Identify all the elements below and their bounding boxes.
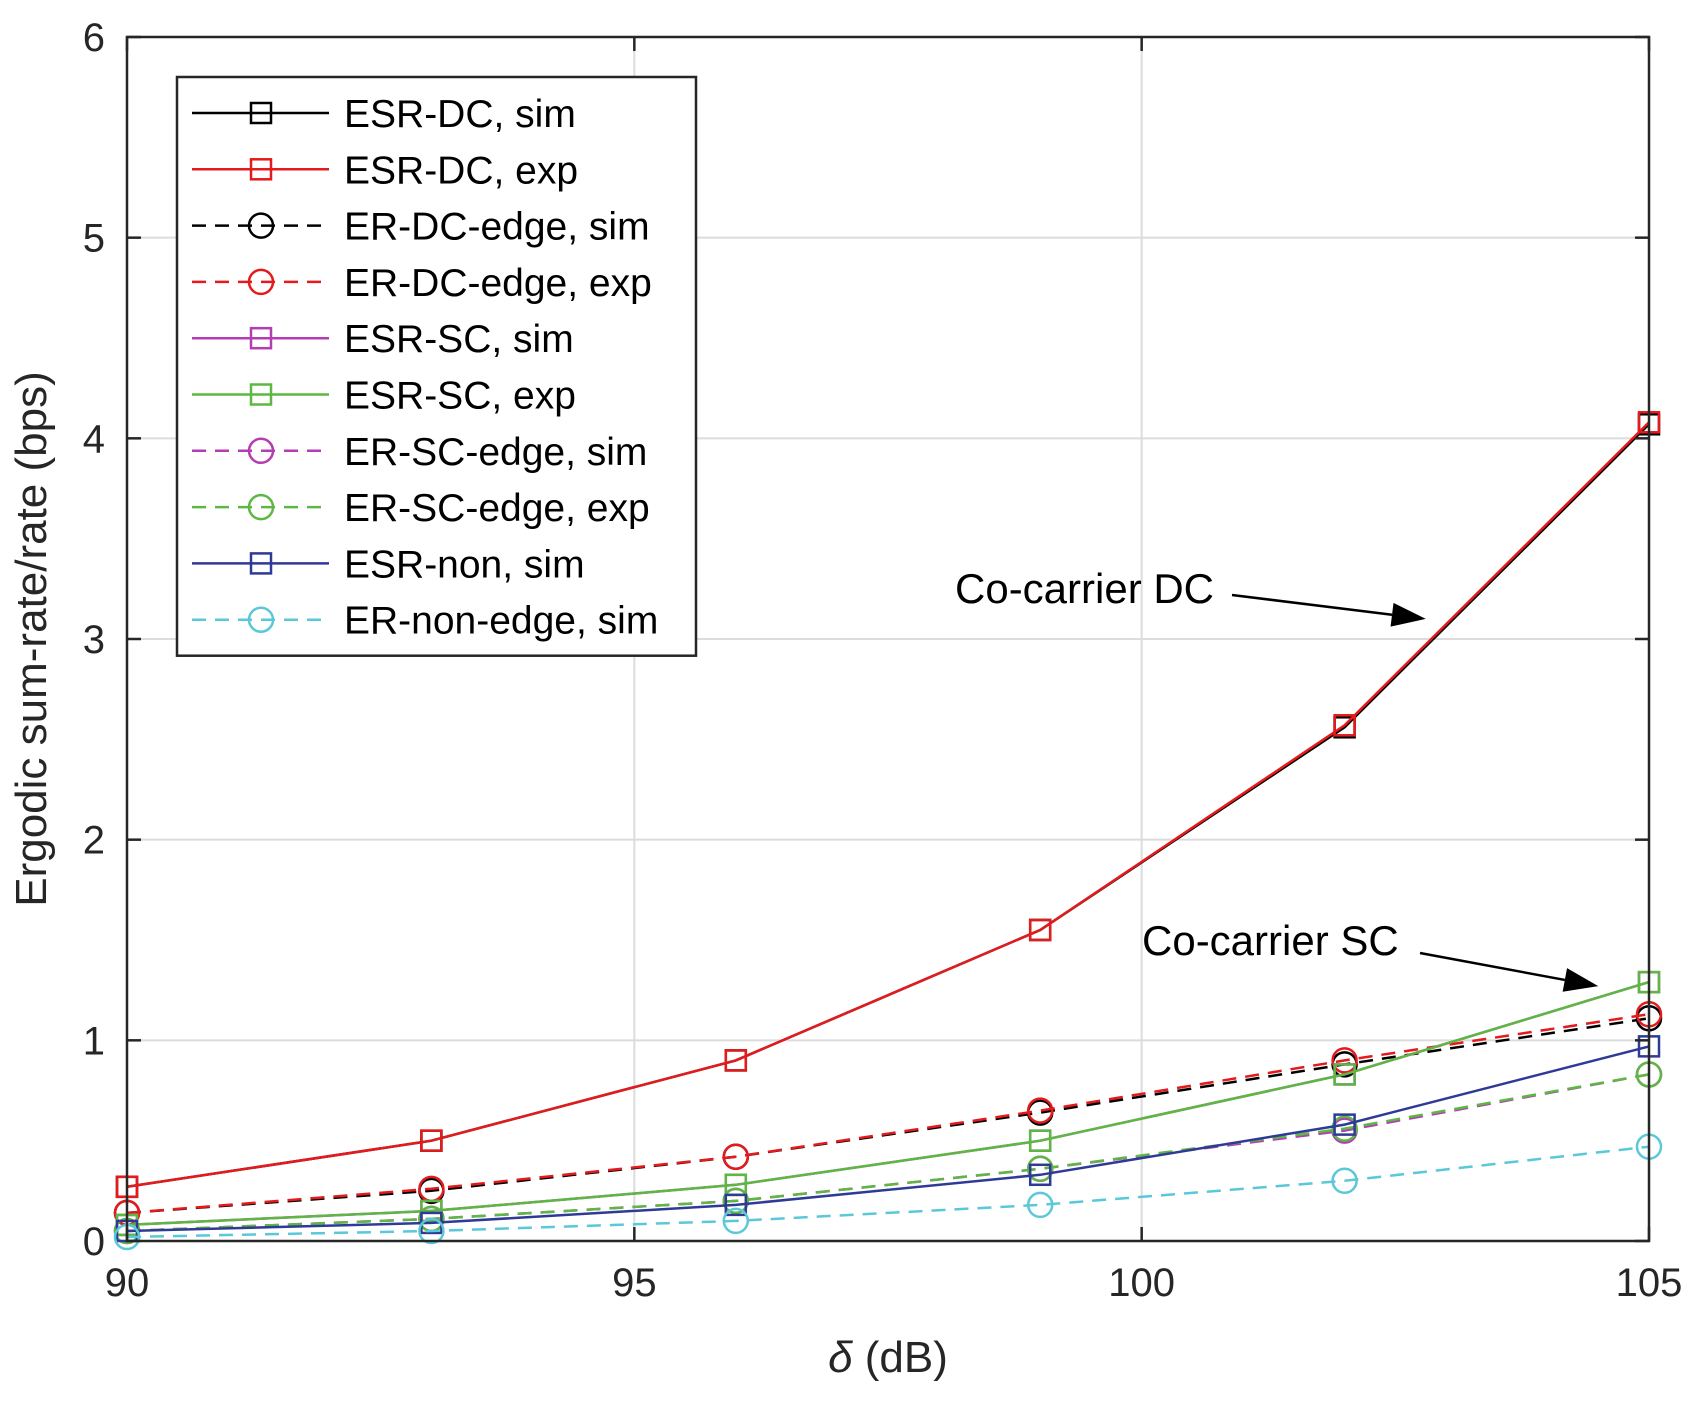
annotation-text: Co-carrier SC <box>1142 917 1399 964</box>
series-esr-dc-exp <box>115 411 1661 1199</box>
legend-label: ER-SC-edge, exp <box>344 487 650 530</box>
series-er-sc-edge-exp <box>113 1061 1663 1245</box>
legend-label: ER-DC-edge, exp <box>344 262 652 305</box>
legend-item-er-non-edge-sim: ER-non-edge, sim <box>192 600 658 643</box>
x-tick-label: 100 <box>1108 1261 1175 1305</box>
y-tick-label: 3 <box>83 618 105 662</box>
legend-item-er-sc-edge-sim: ER-SC-edge, sim <box>192 431 647 474</box>
legend-label: ESR-DC, sim <box>344 93 576 136</box>
annotation-arrow-head <box>1562 968 1599 992</box>
data-point-esr-non-sim <box>1028 1163 1052 1187</box>
legend-marker-sample <box>247 437 275 465</box>
y-tick-label: 6 <box>83 16 105 60</box>
annotations: Co-carrier DC Co-carrier SC <box>955 565 1599 992</box>
x-tick-label: 95 <box>612 1261 657 1305</box>
data-point-esr-dc-exp <box>420 1129 443 1152</box>
annotation-co-carrier-dc: Co-carrier DC <box>955 565 1426 627</box>
legend-marker-sample <box>247 493 275 521</box>
series-line-esr-sc-exp <box>126 980 1650 1227</box>
data-point-er-non-edge-sim <box>1026 1191 1054 1219</box>
series-line-er-sc-edge-exp <box>126 1073 1650 1233</box>
data-point-er-non-edge-sim <box>722 1207 750 1235</box>
data-point-er-non-edge-sim <box>418 1217 445 1245</box>
annotation-arrow-line <box>1419 951 1566 982</box>
data-point-esr-dc-exp <box>724 1049 748 1072</box>
legend-marker-sample <box>249 101 273 125</box>
x-axis-symbol: δ <box>828 1333 853 1382</box>
series-line-er-dc-edge-exp <box>126 1012 1650 1215</box>
annotation-arrow-head <box>1390 602 1426 627</box>
y-tick-label: 0 <box>83 1220 105 1264</box>
legend-box <box>175 75 698 657</box>
data-point-er-non-edge-sim <box>1331 1167 1358 1195</box>
y-tick-label: 2 <box>83 819 105 863</box>
y-tick-label: 1 <box>83 1019 105 1063</box>
legend-label: ER-non-edge, sim <box>344 600 658 643</box>
annotation-text: Co-carrier DC <box>955 565 1214 612</box>
data-point-er-dc-edge-exp <box>722 1143 750 1170</box>
data-point-esr-non-sim <box>1333 1113 1356 1136</box>
data-point-er-sc-edge-exp <box>1331 1115 1358 1142</box>
legend-item-er-dc-edge-sim: ER-DC-edge, sim <box>192 206 650 249</box>
data-point-er-sc-edge-exp <box>1026 1155 1054 1183</box>
legend-marker-sample <box>249 326 273 350</box>
legend: ESR-DC, sim ESR-DC, exp ER-DC-edge, sim ER-… <box>175 75 698 657</box>
legend-marker-sample <box>249 158 273 181</box>
legend-label: ESR-DC, exp <box>344 149 578 192</box>
data-point-esr-dc-exp <box>1028 918 1052 942</box>
legend-label: ER-SC-edge, sim <box>344 431 647 474</box>
data-point-er-sc-edge-exp <box>722 1187 750 1215</box>
series-line-esr-non-sim <box>126 1045 1650 1233</box>
legend-item-er-dc-edge-exp: ER-DC-edge, exp <box>192 262 652 305</box>
legend-label: ESR-SC, sim <box>344 318 574 361</box>
data-point-er-dc-edge-exp <box>1331 1047 1358 1074</box>
legend-item-esr-dc-sim: ESR-DC, sim <box>192 93 576 136</box>
x-axis-unit: (dB) <box>853 1333 948 1382</box>
x-tick-label: 105 <box>1616 1261 1683 1305</box>
data-point-esr-dc-exp <box>1333 714 1356 737</box>
x-axis-label: δ (dB) <box>828 1333 948 1382</box>
legend-label: ESR-SC, exp <box>344 375 576 418</box>
x-tick-label: 90 <box>105 1261 150 1305</box>
legend-item-esr-sc-exp: ESR-SC, exp <box>192 375 576 418</box>
legend-marker-sample <box>247 606 275 633</box>
legend-item-esr-dc-exp: ESR-DC, exp <box>192 149 578 192</box>
annotation-arrow-line <box>1231 593 1393 617</box>
data-point-er-dc-edge-exp <box>1026 1097 1054 1124</box>
data-point-esr-non-sim <box>724 1193 748 1217</box>
legend-marker-sample <box>247 212 275 239</box>
y-tick-label: 4 <box>83 417 105 461</box>
y-axis-label: Ergodic sum-rate/rate (bps) <box>7 371 56 907</box>
legend-marker-sample <box>247 268 275 296</box>
legend-item-esr-sc-sim: ESR-SC, sim <box>192 318 574 361</box>
legend-label: ESR-non, sim <box>344 543 585 586</box>
data-point-esr-sc-exp <box>1333 1063 1356 1086</box>
legend-marker-sample <box>249 552 273 575</box>
legend-label: ER-DC-edge, sim <box>344 206 650 249</box>
data-point-esr-sc-exp <box>1028 1129 1052 1152</box>
series-line-er-non-edge-sim <box>126 1145 1650 1239</box>
annotation-co-carrier-sc: Co-carrier SC <box>1142 917 1599 992</box>
legend-marker-sample <box>249 383 273 406</box>
ticks: 90 95 100 105 0 1 2 3 4 5 6 <box>83 16 1683 1305</box>
y-tick-label: 5 <box>83 217 105 261</box>
legend-item-esr-non-sim: ESR-non, sim <box>192 543 585 586</box>
series-line-esr-dc-exp <box>126 421 1650 1189</box>
legend-item-er-sc-edge-exp: ER-SC-edge, exp <box>192 487 650 530</box>
